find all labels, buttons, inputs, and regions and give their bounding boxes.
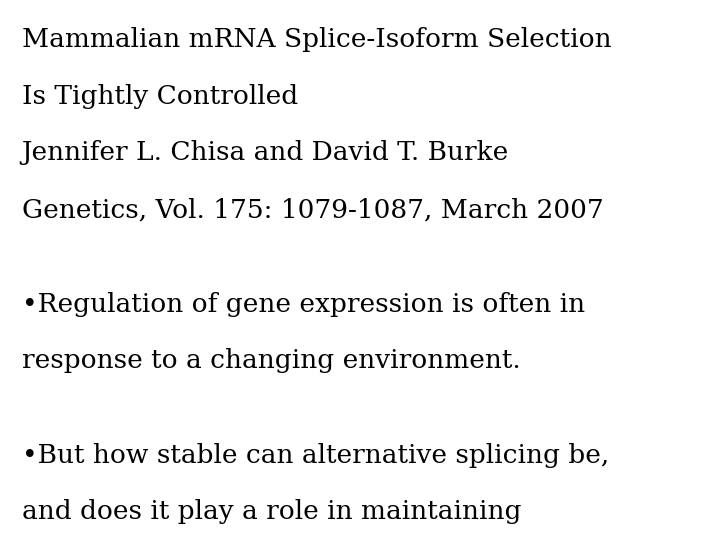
Text: •Regulation of gene expression is often in: •Regulation of gene expression is often … (22, 292, 585, 316)
Text: and does it play a role in maintaining: and does it play a role in maintaining (22, 500, 521, 524)
Text: •But how stable can alternative splicing be,: •But how stable can alternative splicing… (22, 443, 609, 468)
Text: response to a changing environment.: response to a changing environment. (22, 348, 521, 373)
Text: Jennifer L. Chisa and David T. Burke: Jennifer L. Chisa and David T. Burke (22, 140, 509, 165)
Text: Is Tightly Controlled: Is Tightly Controlled (22, 84, 298, 109)
Text: Genetics, Vol. 175: 1079-1087, March 2007: Genetics, Vol. 175: 1079-1087, March 200… (22, 197, 603, 222)
Text: Mammalian mRNA Splice-Isoform Selection: Mammalian mRNA Splice-Isoform Selection (22, 27, 611, 52)
